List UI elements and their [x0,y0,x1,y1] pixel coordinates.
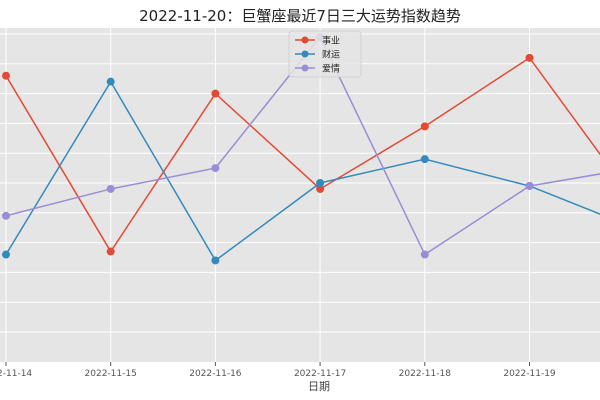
data-point [211,256,220,265]
data-point [106,77,115,86]
legend-label: 事业 [322,35,340,47]
data-point [525,53,534,62]
legend-label: 财运 [322,49,340,61]
data-point [420,122,429,131]
x-tick-label: 2022-11-14 [0,369,32,379]
plot-background [0,28,600,362]
data-point [211,89,220,98]
legend-marker [301,36,309,44]
data-point [2,71,10,80]
x-axis-label: 日期 [308,380,330,393]
data-point [420,155,429,164]
chart-title: 2022-11-20：巨蟹座最近7日三大运势指数趋势 [139,7,461,25]
legend-label: 爱情 [322,63,340,75]
data-point [316,179,325,187]
data-point [106,184,115,193]
data-point [106,247,115,256]
data-point [2,250,10,259]
x-tick-label: 2022-11-19 [503,369,556,379]
legend-marker [301,50,309,58]
x-tick-label: 2022-11-16 [189,369,242,379]
data-point [525,181,534,190]
data-point [420,250,429,259]
data-point [2,211,10,220]
x-tick-label: 2022-11-17 [294,369,346,379]
data-point [316,184,325,193]
legend-marker [301,64,309,72]
data-point [211,164,220,173]
x-tick-label: 2022-11-18 [399,369,452,379]
x-tick-label: 2022-11-15 [85,369,137,379]
